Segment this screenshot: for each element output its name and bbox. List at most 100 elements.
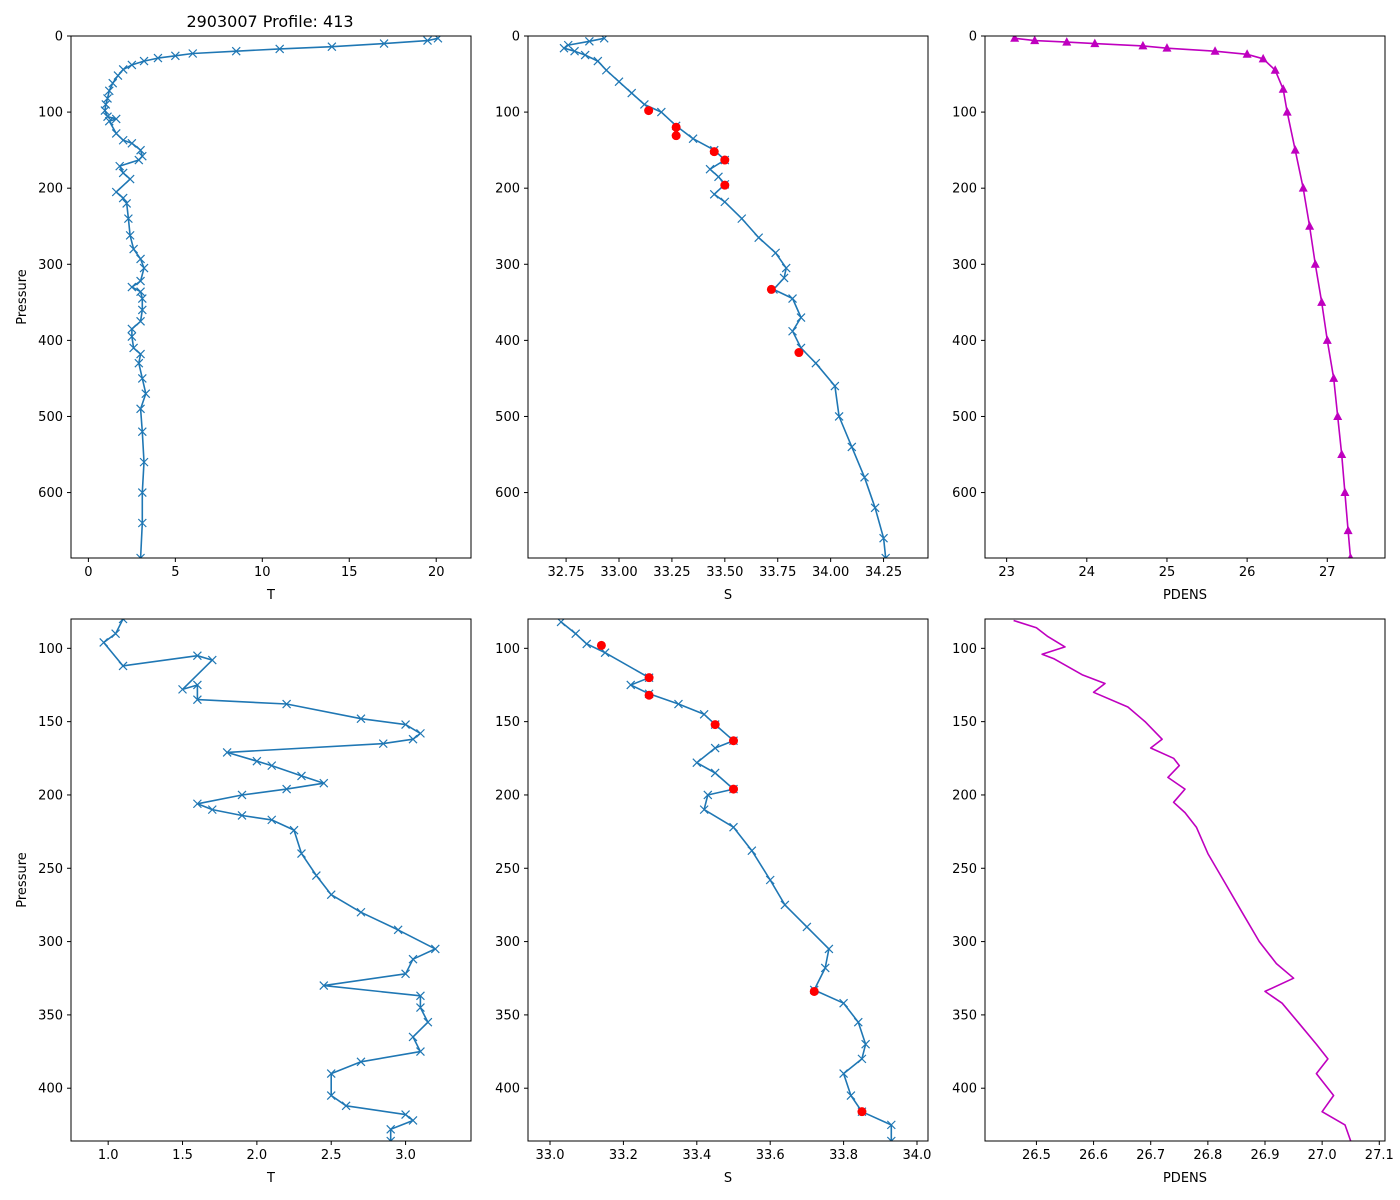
data-point	[108, 78, 118, 88]
data-point	[401, 1110, 410, 1120]
axes-bottom-t: 1.0 1.5 2.0 2.5 3.0 100 150 200 250 300 350 400 T Pre…	[15, 618, 472, 1186]
y-tick-label: 300	[952, 258, 977, 273]
data-point	[1305, 221, 1315, 230]
y-tick-label: 350	[495, 1008, 520, 1023]
data-point	[1347, 553, 1354, 558]
data-point	[103, 93, 112, 103]
flagged-point	[729, 784, 739, 794]
axes-frame	[984, 35, 1386, 559]
data-point	[1010, 36, 1020, 42]
x-tick-label: 2.5	[321, 1148, 342, 1163]
data-point	[824, 944, 834, 954]
axes-frame	[984, 618, 1386, 1142]
x-tick-label: 26.9	[1251, 1148, 1280, 1163]
series-line-pdens	[1013, 619, 1352, 1141]
data-point	[601, 65, 611, 75]
y-tick-label: 300	[495, 935, 520, 950]
data-point	[1298, 183, 1308, 192]
x-tick-label: 20	[428, 565, 445, 580]
y-tick-label: 600	[952, 486, 977, 501]
data-point	[141, 389, 151, 399]
data-point	[401, 969, 410, 979]
data-point	[136, 254, 145, 264]
x-tick-label: 0	[84, 565, 92, 580]
y-tick-label: 200	[495, 182, 520, 197]
series-line-pdens	[1014, 37, 1352, 558]
data-point	[1162, 43, 1172, 52]
data-point	[416, 991, 425, 1001]
y-tick-label: 0	[512, 30, 520, 45]
data-point	[100, 106, 110, 115]
y-tick-label: 250	[38, 862, 63, 877]
plot-area	[559, 36, 891, 558]
data-point	[614, 77, 624, 87]
data-point	[703, 790, 713, 800]
data-point	[781, 263, 791, 273]
data-point	[710, 768, 720, 778]
x-tick-label: 26.7	[1136, 1148, 1165, 1163]
flagged-point	[720, 155, 730, 165]
axes-bottom-pdens: 26.5 26.6 26.7 26.8 26.9 27.0 27.1 100 150 200 250…	[952, 618, 1394, 1186]
data-point	[408, 1032, 418, 1042]
data-point	[237, 811, 247, 820]
data-point	[416, 1003, 425, 1012]
data-point	[341, 1101, 351, 1111]
data-point	[386, 1136, 396, 1141]
data-point	[127, 324, 137, 334]
y-tick-label: 500	[38, 410, 63, 425]
data-point	[879, 533, 888, 543]
data-point	[137, 488, 147, 497]
plot-area	[99, 619, 440, 1141]
data-point	[111, 114, 121, 124]
x-axis-label: T	[266, 588, 275, 603]
data-point	[282, 784, 292, 794]
x-tick-label: 27.0	[1308, 1148, 1337, 1163]
data-point	[125, 174, 135, 184]
x-axis-label: PDENS	[1163, 588, 1207, 603]
axes-bottom-s: 33.0 33.2 33.4 33.6 33.8 34.0 100 150 200 250 300 3…	[495, 618, 931, 1186]
x-tick-label: 33.50	[706, 565, 743, 580]
data-point	[326, 1091, 336, 1100]
x-tick-label: 23	[998, 565, 1015, 580]
data-point	[136, 404, 145, 414]
axes-frame	[70, 618, 472, 1142]
y-tick-label: 250	[952, 862, 977, 877]
y-tick-label: 0	[969, 30, 977, 45]
data-point	[134, 155, 144, 165]
data-point	[393, 925, 403, 935]
x-axis-label: T	[266, 1171, 275, 1186]
data-point	[433, 36, 443, 43]
data-point	[600, 648, 610, 658]
data-point	[779, 273, 789, 283]
data-point	[356, 907, 366, 917]
data-point	[123, 214, 133, 224]
data-point	[153, 53, 163, 63]
flagged-point	[710, 720, 720, 730]
data-point	[1138, 40, 1148, 50]
data-point	[709, 189, 719, 199]
x-axis-label: S	[724, 588, 732, 603]
data-point	[1343, 525, 1353, 535]
y-tick-label: 150	[495, 715, 520, 730]
axes-frame	[70, 35, 472, 559]
data-point	[1242, 49, 1252, 58]
data-point	[1337, 449, 1347, 459]
data-point	[319, 778, 329, 788]
data-point	[861, 1039, 871, 1049]
data-point	[699, 709, 709, 719]
data-point	[1340, 487, 1350, 497]
x-tick-label: 26.8	[1193, 1148, 1222, 1163]
data-point	[1278, 84, 1288, 93]
y-tick-label: 200	[952, 788, 977, 803]
x-tick-label: 15	[341, 565, 358, 580]
data-point	[99, 638, 109, 647]
x-tick-label: 2.0	[247, 1148, 268, 1163]
y-tick-label: 400	[495, 334, 520, 349]
data-point	[593, 56, 603, 66]
data-point	[111, 629, 121, 639]
data-point	[846, 1091, 856, 1100]
data-point	[860, 472, 869, 482]
data-point	[857, 1054, 867, 1064]
data-point	[134, 358, 144, 368]
data-point	[1282, 107, 1292, 116]
